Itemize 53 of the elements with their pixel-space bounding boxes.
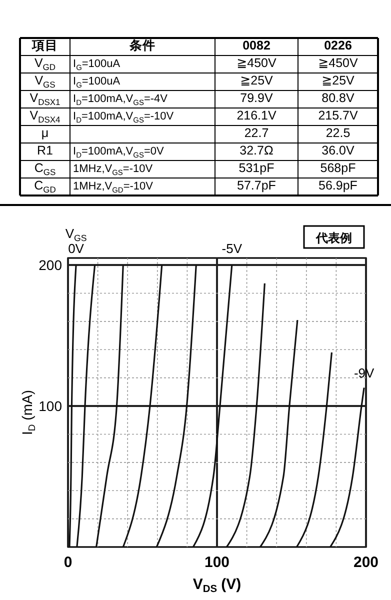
text: ≧25V [240,74,274,88]
text: I$_{D}$=100mA,V$_{GS}$=-4V [73,93,168,106]
text: 1MHz,V$_{GS}$=-10V [73,163,154,176]
text: 80.8V [322,91,355,105]
series-label: 0V [68,241,84,256]
line-series [226,282,266,548]
text: 32.7Ω [240,144,274,158]
line-series [68,264,77,548]
text: 568pF [320,161,356,175]
text: R1 [37,144,54,158]
x-tick-label: 0 [64,554,72,571]
text: V$_{GS}$ [34,74,56,89]
text: 1MHz,V$_{GD}$=-10V [73,180,154,194]
text: C$_{GS}$ [34,161,56,176]
text: 531pF [238,161,275,175]
text: 79.9V [240,91,274,105]
text: V$_{DSX1}$ [30,91,61,106]
text: I$_{D}$=100mA,V$_{GS}$=0V [73,146,164,159]
text: ≧450V [236,56,277,70]
text: I$_{D}$=100mA,V$_{GS}$=-10V [73,110,174,124]
text: 216.1V [236,108,277,122]
text: 0082 [242,38,270,52]
text: 22.7 [244,126,269,140]
text: C$_{GD}$ [34,178,56,194]
text: 36.0V [322,144,355,158]
x-tick-label: 200 [353,554,379,571]
line-series [156,264,197,548]
text: μ [41,126,49,140]
line-series [76,264,96,548]
text: ≧450V [318,56,358,70]
text: 項目 [31,38,58,52]
text: 22.5 [326,126,350,140]
text: 57.7pF [237,178,276,192]
text: V$_{DSX4}$ [30,108,61,124]
text: 56.9pF [318,178,358,192]
x-axis-title: V$_{DS}$ (V) [192,576,242,594]
text: V$_{GD}$ [34,56,56,72]
line-series [122,264,163,548]
line-series [192,264,233,548]
legend-title: V$_{GS}$ [65,226,87,242]
text: ≧25V [322,74,356,88]
line-series [296,352,333,548]
line-series [329,386,365,548]
text: I$_{G}$=100uA [73,76,121,89]
text: 条件 [128,38,156,52]
text: 215.7V [318,108,358,122]
x-tick-label: 100 [204,554,230,571]
line-series [96,264,124,548]
line-series [259,319,298,548]
series-label: -5V [222,241,242,256]
text: I$_{G}$=100uA [73,58,121,72]
text: 代表例 [315,231,352,245]
text: 0226 [324,38,352,52]
